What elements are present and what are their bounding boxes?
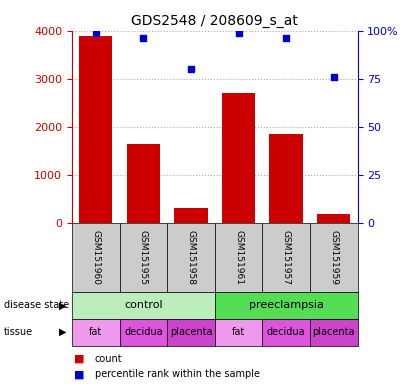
Bar — [310, 223, 358, 292]
Text: control: control — [124, 300, 163, 310]
Bar — [174, 208, 208, 223]
Text: GSM151961: GSM151961 — [234, 230, 243, 285]
Text: fat: fat — [89, 327, 102, 337]
Bar — [72, 319, 120, 346]
Text: tissue: tissue — [4, 327, 33, 337]
Bar — [222, 93, 255, 223]
Text: fat: fat — [232, 327, 245, 337]
Text: ▶: ▶ — [59, 327, 67, 337]
Point — [235, 30, 242, 36]
Text: count: count — [95, 354, 122, 364]
Point — [188, 66, 194, 72]
Text: decidua: decidua — [124, 327, 163, 337]
Bar — [167, 223, 215, 292]
Point — [330, 74, 337, 80]
Text: GSM151955: GSM151955 — [139, 230, 148, 285]
Text: placenta: placenta — [312, 327, 355, 337]
Bar — [120, 319, 167, 346]
Text: ■: ■ — [74, 369, 85, 379]
Text: GSM151957: GSM151957 — [282, 230, 291, 285]
Bar — [72, 292, 215, 319]
Text: ▶: ▶ — [59, 300, 67, 310]
Bar — [79, 36, 112, 223]
Bar — [127, 144, 160, 223]
Bar — [215, 223, 262, 292]
Title: GDS2548 / 208609_s_at: GDS2548 / 208609_s_at — [131, 14, 298, 28]
Text: decidua: decidua — [267, 327, 305, 337]
Text: ■: ■ — [74, 354, 85, 364]
Text: percentile rank within the sample: percentile rank within the sample — [95, 369, 259, 379]
Bar — [310, 319, 358, 346]
Point — [92, 30, 99, 36]
Text: placenta: placenta — [170, 327, 212, 337]
Text: GSM151960: GSM151960 — [91, 230, 100, 285]
Text: disease state: disease state — [4, 300, 69, 310]
Bar — [262, 319, 310, 346]
Bar — [262, 223, 310, 292]
Text: GSM151958: GSM151958 — [187, 230, 196, 285]
Bar — [167, 319, 215, 346]
Bar — [120, 223, 167, 292]
Point — [283, 35, 289, 41]
Point — [140, 35, 147, 41]
Bar — [270, 134, 303, 223]
Text: preeclampsia: preeclampsia — [249, 300, 323, 310]
Bar — [72, 223, 120, 292]
Text: GSM151959: GSM151959 — [329, 230, 338, 285]
Bar — [215, 319, 262, 346]
Bar — [317, 214, 351, 223]
Bar — [215, 292, 358, 319]
